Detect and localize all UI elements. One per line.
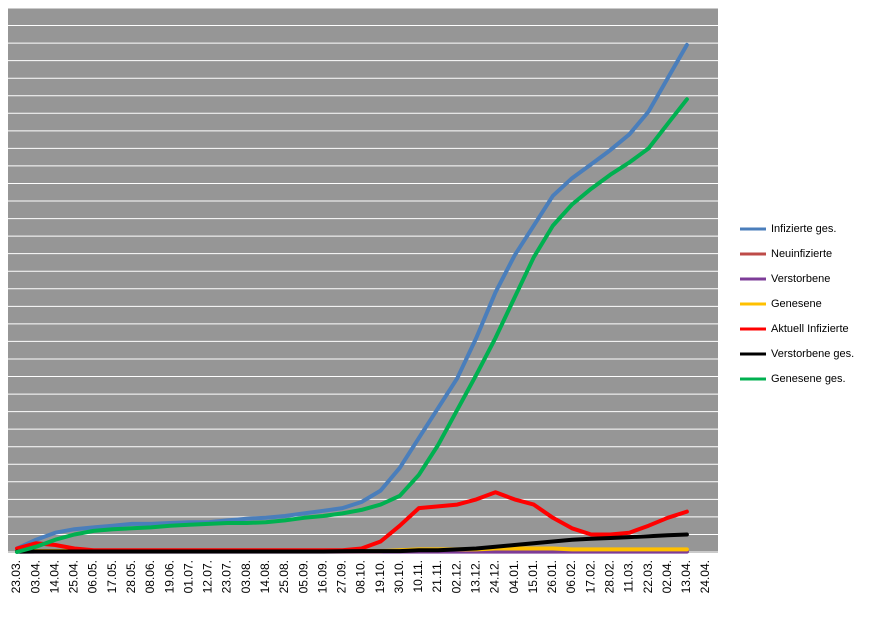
- x-tick-label: 19.10.: [373, 560, 387, 593]
- series-line: [15, 42, 689, 551]
- x-tick-label: 10.11.: [411, 560, 425, 592]
- x-tick-label: 27.09.: [335, 560, 349, 593]
- legend-label: Infizierte ges.: [771, 223, 836, 235]
- x-tick-label: 04.01.: [507, 560, 521, 593]
- x-tick-label: 17.05.: [105, 560, 119, 593]
- x-tick-label: 19.06.: [162, 560, 176, 593]
- x-tick-label: 25.04.: [67, 560, 81, 593]
- plot-area: [8, 8, 718, 553]
- x-tick-label: 05.09.: [296, 560, 310, 593]
- legend-label: Verstorbene: [771, 273, 830, 285]
- x-tick-label: 23.07.: [220, 560, 234, 593]
- x-tick-label: 11.03.: [622, 560, 636, 592]
- series-line: [15, 97, 689, 554]
- x-tick-label: 25.08.: [277, 560, 291, 593]
- legend-label: Aktuell Infizierte: [771, 323, 849, 335]
- x-tick-label: 17.02.: [583, 560, 597, 593]
- x-tick-label: 13.04.: [679, 560, 693, 593]
- x-tick-label: 02.04.: [660, 560, 674, 593]
- x-tick-label: 14.04.: [47, 560, 61, 593]
- legend-label: Genesene: [771, 298, 822, 310]
- x-tick-label: 21.11.: [430, 560, 444, 592]
- x-tick-label: 28.05.: [124, 560, 138, 593]
- x-tick-label: 02.12.: [449, 560, 463, 593]
- x-tick-label: 24.12.: [488, 560, 502, 593]
- x-tick-label: 16.09.: [315, 560, 329, 593]
- x-tick-label: 08.06.: [143, 560, 157, 593]
- x-tick-label: 01.07.: [181, 560, 195, 593]
- x-tick-label: 15.01.: [526, 560, 540, 593]
- x-tick-label: 24.04.: [698, 560, 712, 593]
- legend-label: Verstorbene ges.: [771, 348, 854, 360]
- x-tick-label: 14.08.: [258, 560, 272, 593]
- x-tick-label: 22.03.: [641, 560, 655, 593]
- x-tick-label: 08.10.: [354, 560, 368, 593]
- x-tick-label: 26.01.: [545, 560, 559, 593]
- x-tick-label: 23.03.: [9, 560, 23, 593]
- x-tick-label: 03.08.: [239, 560, 253, 593]
- x-tick-label: 13.12.: [469, 560, 483, 593]
- series-line: [15, 532, 689, 554]
- x-tick-label: 06.02.: [564, 560, 578, 593]
- x-tick-label: 30.10.: [392, 560, 406, 593]
- legend-label: Genesene ges.: [771, 373, 846, 385]
- x-tick-label: 28.02.: [602, 560, 616, 593]
- x-tick-label: 12.07.: [201, 560, 215, 593]
- legend-label: Neuinfizierte: [771, 248, 832, 260]
- x-tick-label: 06.05.: [86, 560, 100, 593]
- x-tick-label: 03.04.: [28, 560, 42, 593]
